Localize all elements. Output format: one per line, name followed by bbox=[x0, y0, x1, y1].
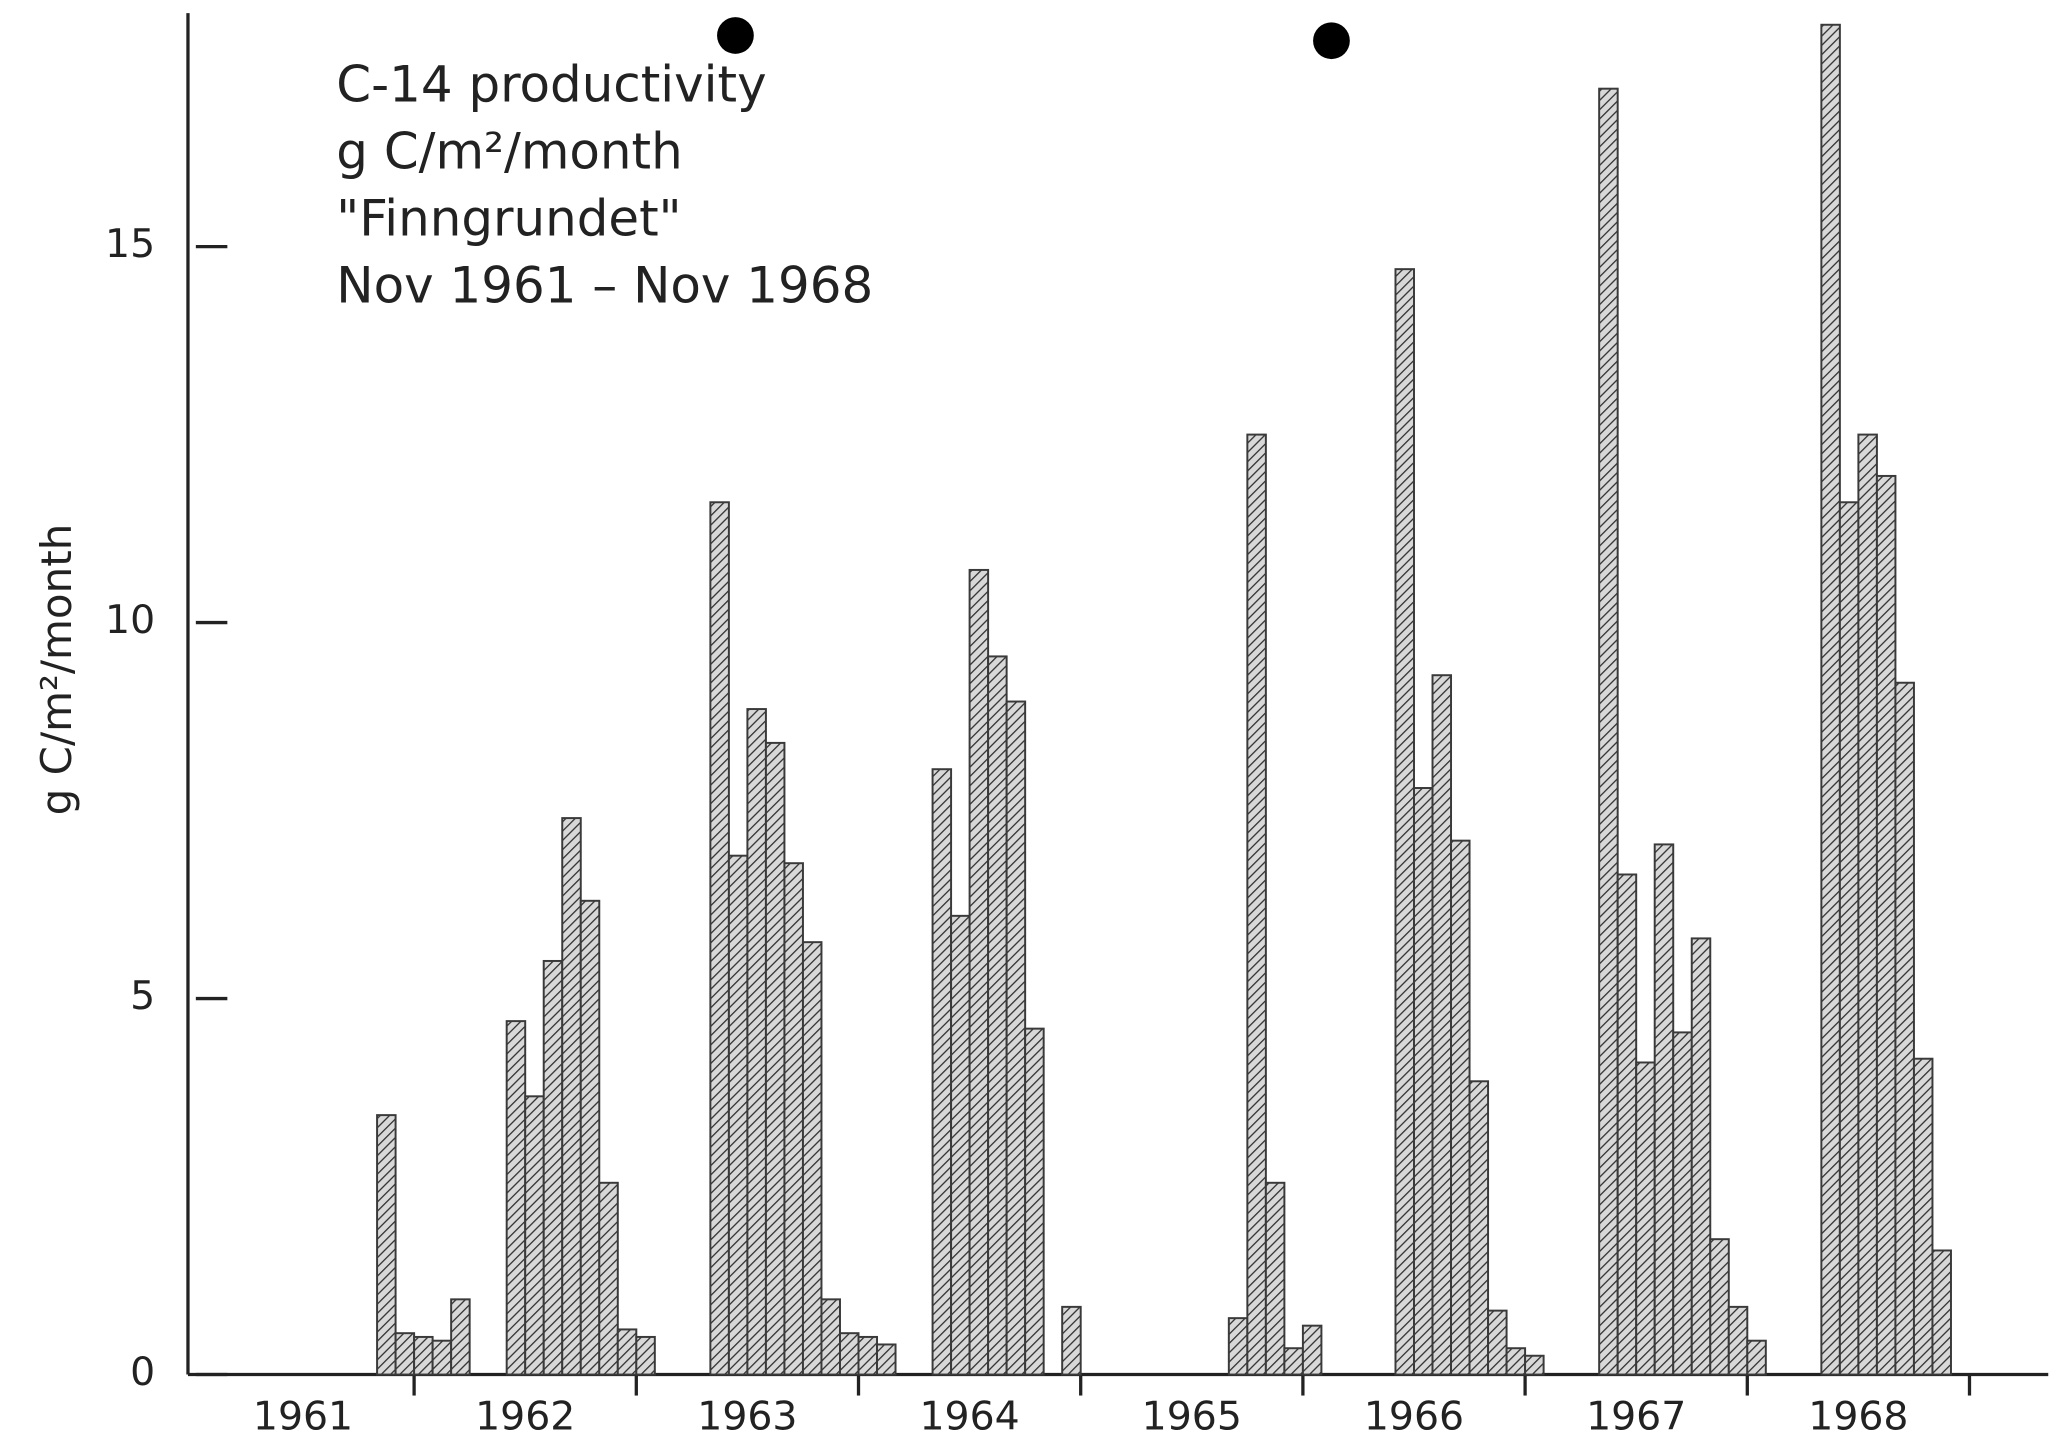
bar bbox=[1727, 1305, 1749, 1376]
annotation: C-14 productivity bbox=[336, 55, 766, 113]
bar bbox=[1875, 474, 1897, 1376]
bar bbox=[931, 768, 953, 1376]
ink-dot bbox=[1313, 22, 1350, 60]
y-axis-label: g C/m²/month bbox=[32, 524, 81, 816]
bar bbox=[1227, 1317, 1249, 1376]
bar bbox=[450, 1298, 471, 1376]
bar bbox=[524, 1095, 545, 1376]
x-tick-label: 1964 bbox=[919, 1394, 1019, 1440]
bar bbox=[431, 1339, 453, 1376]
bar bbox=[1690, 937, 1712, 1376]
bar bbox=[1468, 1080, 1490, 1376]
bar bbox=[1672, 1031, 1693, 1376]
bar bbox=[1246, 433, 1267, 1376]
bar bbox=[987, 655, 1008, 1376]
x-tick-label: 1961 bbox=[253, 1394, 353, 1440]
bar bbox=[1838, 501, 1860, 1376]
x-tick-label: 1965 bbox=[1142, 1394, 1242, 1440]
bar bbox=[1820, 23, 1841, 1376]
bar bbox=[820, 1298, 841, 1376]
x-tick-label: 1963 bbox=[697, 1394, 797, 1440]
bar bbox=[413, 1335, 434, 1376]
bar bbox=[1394, 268, 1415, 1376]
bar bbox=[1931, 1249, 1952, 1376]
bar bbox=[1283, 1347, 1304, 1376]
annotation: Nov 1961 – Nov 1968 bbox=[336, 256, 873, 314]
bar bbox=[1616, 873, 1638, 1376]
bar bbox=[1894, 681, 1915, 1376]
bar bbox=[394, 1332, 416, 1376]
bar bbox=[598, 1181, 619, 1376]
annotation: g C/m²/month bbox=[336, 122, 682, 180]
bar bbox=[801, 941, 823, 1376]
bar bbox=[1024, 1027, 1045, 1376]
bar bbox=[1431, 674, 1453, 1376]
bar bbox=[561, 817, 582, 1376]
bar bbox=[376, 1114, 397, 1376]
bar bbox=[542, 959, 564, 1376]
x-tick-label: 1966 bbox=[1364, 1394, 1464, 1440]
bar bbox=[839, 1332, 860, 1376]
bar bbox=[1301, 1324, 1323, 1376]
bar bbox=[505, 1020, 527, 1376]
bar bbox=[635, 1335, 656, 1376]
bar bbox=[1061, 1305, 1082, 1376]
bar bbox=[1709, 1238, 1730, 1376]
bar bbox=[1450, 839, 1471, 1376]
bar bbox=[1505, 1347, 1527, 1376]
bar bbox=[1524, 1354, 1545, 1376]
bar bbox=[1912, 1057, 1934, 1376]
bar bbox=[1635, 1061, 1656, 1376]
bar bbox=[1653, 843, 1675, 1376]
bar bbox=[709, 501, 730, 1376]
bar bbox=[1413, 787, 1434, 1376]
bar bbox=[764, 741, 786, 1376]
y-tick-label: 0 bbox=[130, 1349, 155, 1395]
bar bbox=[783, 862, 804, 1376]
bar bbox=[876, 1343, 897, 1376]
bar bbox=[950, 914, 971, 1376]
bar bbox=[968, 568, 990, 1376]
bar bbox=[1005, 700, 1027, 1376]
y-tick-label: 10 bbox=[105, 597, 155, 643]
bar bbox=[727, 854, 749, 1376]
annotation: "Finngrundet" bbox=[336, 189, 681, 247]
bar bbox=[1487, 1309, 1508, 1376]
bar bbox=[1857, 433, 1878, 1376]
x-tick-label: 1967 bbox=[1586, 1394, 1686, 1440]
bar bbox=[1264, 1181, 1286, 1376]
bar bbox=[579, 899, 601, 1376]
ink-dot bbox=[717, 17, 754, 54]
bar bbox=[746, 708, 767, 1376]
x-tick-label: 1962 bbox=[475, 1394, 575, 1440]
y-tick-label: 15 bbox=[105, 221, 155, 267]
bar bbox=[857, 1335, 879, 1376]
bar bbox=[616, 1328, 638, 1376]
y-tick-label: 5 bbox=[130, 973, 155, 1019]
x-tick-label: 1968 bbox=[1808, 1394, 1908, 1440]
bar bbox=[1598, 87, 1619, 1376]
bar bbox=[1746, 1339, 1767, 1376]
